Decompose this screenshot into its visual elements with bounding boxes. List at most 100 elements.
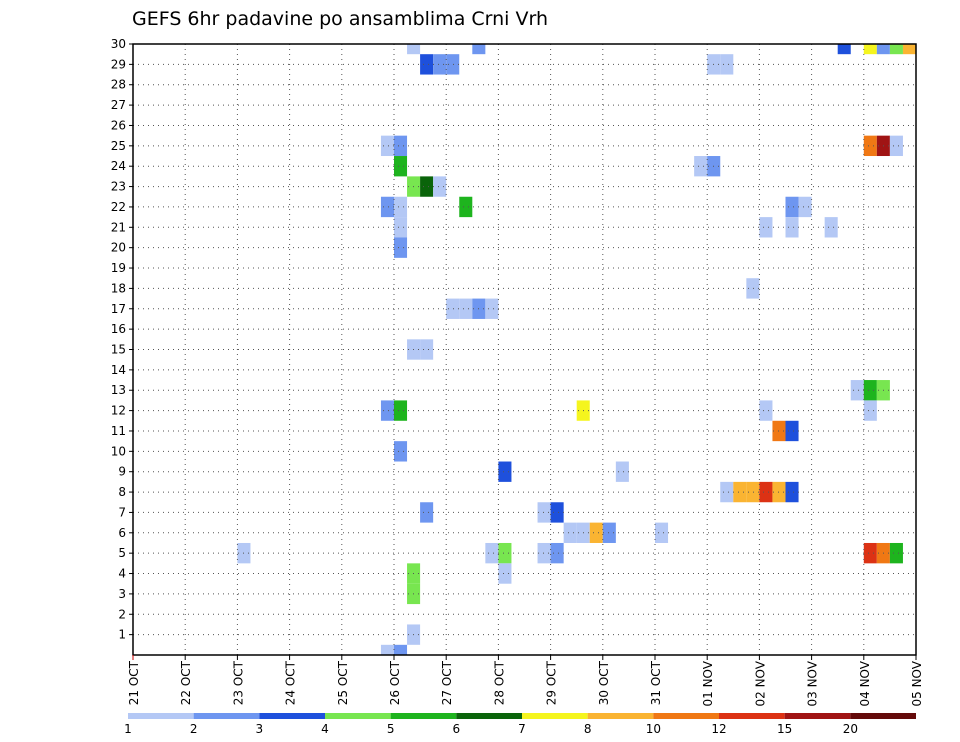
- y-tick-label: 27: [111, 98, 126, 112]
- x-tick-label: 03 NOV: [806, 660, 820, 706]
- heatmap-cell: [394, 441, 408, 462]
- legend-swatch: [522, 713, 588, 719]
- heatmap-cell: [694, 156, 708, 177]
- legend-swatch: [456, 713, 522, 719]
- heatmap-cell: [394, 644, 408, 655]
- x-tick-label: 24 OCT: [284, 660, 298, 705]
- y-tick-label: 13: [111, 383, 126, 397]
- legend-label: 7: [518, 722, 526, 736]
- heatmap-cell: [394, 217, 408, 238]
- y-tick-label: 29: [111, 57, 126, 71]
- heatmap-cell: [459, 196, 473, 218]
- y-tick-label: 2: [118, 607, 126, 621]
- legend-label: 5: [387, 722, 395, 736]
- heatmap-cell: [785, 196, 799, 218]
- x-tick-label: 01 NOV: [701, 660, 715, 706]
- heatmap-cell: [850, 380, 864, 401]
- heatmap-cell: [785, 481, 799, 503]
- y-tick-label: 22: [111, 200, 126, 214]
- color-legend: 1 2 3 4 5 6 7 8 10 12 15 20: [124, 713, 916, 736]
- legend-swatch: [850, 713, 916, 719]
- y-tick-label: 19: [111, 261, 126, 275]
- legend-swatch: [587, 713, 654, 719]
- heatmap-cell: [746, 278, 760, 299]
- x-tick-label: 23 OCT: [231, 660, 245, 705]
- heatmap-cell: [498, 563, 512, 584]
- heatmap-cell: [420, 54, 434, 75]
- heatmap-cell: [485, 542, 499, 564]
- heatmap-cell: [876, 44, 890, 55]
- y-tick-label: 23: [111, 180, 126, 194]
- y-tick-label: 3: [118, 587, 126, 601]
- heatmap-cell: [459, 298, 473, 319]
- y-tick-label: 17: [111, 302, 126, 316]
- heatmap-cell: [446, 54, 460, 75]
- heatmap-cell: [394, 400, 408, 421]
- legend-label: 12: [711, 722, 726, 736]
- legend-label: 3: [256, 722, 264, 736]
- y-axis-ticks: 1234567891011121314151617181920212223242…: [111, 37, 133, 642]
- heatmap-cell: [889, 542, 903, 564]
- heatmap-cell: [420, 339, 434, 360]
- y-tick-label: 15: [111, 343, 126, 357]
- heatmap-cell: [563, 522, 577, 543]
- heatmap-cell: [380, 644, 394, 655]
- y-tick-label: 26: [111, 118, 126, 132]
- x-tick-label: 28 OCT: [492, 660, 506, 705]
- heatmap-cell: [759, 217, 773, 238]
- heatmap-cell: [537, 542, 551, 564]
- heatmap-cell: [655, 522, 669, 543]
- heatmap-cell: [720, 54, 734, 75]
- heatmap-cell: [759, 481, 773, 503]
- legend-swatch: [719, 713, 785, 719]
- legend-swatch: [128, 713, 194, 719]
- y-tick-label: 7: [118, 505, 126, 519]
- x-tick-label: 31 OCT: [649, 660, 663, 705]
- legend-label: 4: [321, 722, 329, 736]
- heatmap-cell: [863, 542, 877, 564]
- x-tick-label: 29 OCT: [545, 660, 559, 705]
- y-tick-label: 1: [118, 628, 126, 642]
- x-tick-label: 25 OCT: [336, 660, 350, 705]
- heatmap-cell: [863, 135, 877, 157]
- heatmap-cell: [889, 135, 903, 157]
- heatmap-cell: [746, 481, 760, 503]
- heatmap-cell: [472, 44, 486, 55]
- heatmap-cell: [863, 44, 877, 55]
- legend-swatch: [784, 713, 851, 719]
- legend-label: 6: [453, 722, 461, 736]
- x-tick-label: 30 OCT: [597, 660, 611, 705]
- heatmap-cell: [498, 542, 512, 564]
- heatmap-cell: [837, 44, 851, 55]
- heatmap-cell: [394, 156, 408, 177]
- heatmap-cell: [394, 237, 408, 258]
- heatmap-cell: [759, 400, 773, 421]
- heatmap-cell: [889, 44, 903, 55]
- legend-swatch: [325, 713, 391, 719]
- heatmap-cell: [863, 380, 877, 401]
- heatmap-cell: [380, 400, 394, 421]
- heatmap-cell: [420, 176, 434, 197]
- legend-swatch: [259, 713, 325, 719]
- y-tick-label: 18: [111, 281, 126, 295]
- y-tick-label: 25: [111, 139, 126, 153]
- heatmap-cell: [407, 44, 421, 55]
- heatmap-cell: [433, 176, 447, 197]
- legend-label: 8: [584, 722, 592, 736]
- heatmap-cell: [824, 217, 838, 238]
- heatmap-cell: [498, 461, 512, 482]
- y-tick-label: 24: [111, 159, 126, 173]
- heatmap-cell: [785, 217, 799, 238]
- gridlines: [133, 44, 916, 655]
- x-tick-label: 05 NOV: [910, 660, 924, 706]
- heatmap-cell: [550, 542, 564, 564]
- heatmap-cell: [798, 196, 812, 218]
- heatmap-cell: [446, 298, 460, 319]
- y-tick-label: 6: [118, 526, 126, 540]
- x-tick-label: 26 OCT: [388, 660, 402, 705]
- y-tick-label: 12: [111, 404, 126, 418]
- y-tick-label: 4: [118, 567, 126, 581]
- heatmap-cell: [733, 481, 747, 503]
- y-tick-label: 16: [111, 322, 126, 336]
